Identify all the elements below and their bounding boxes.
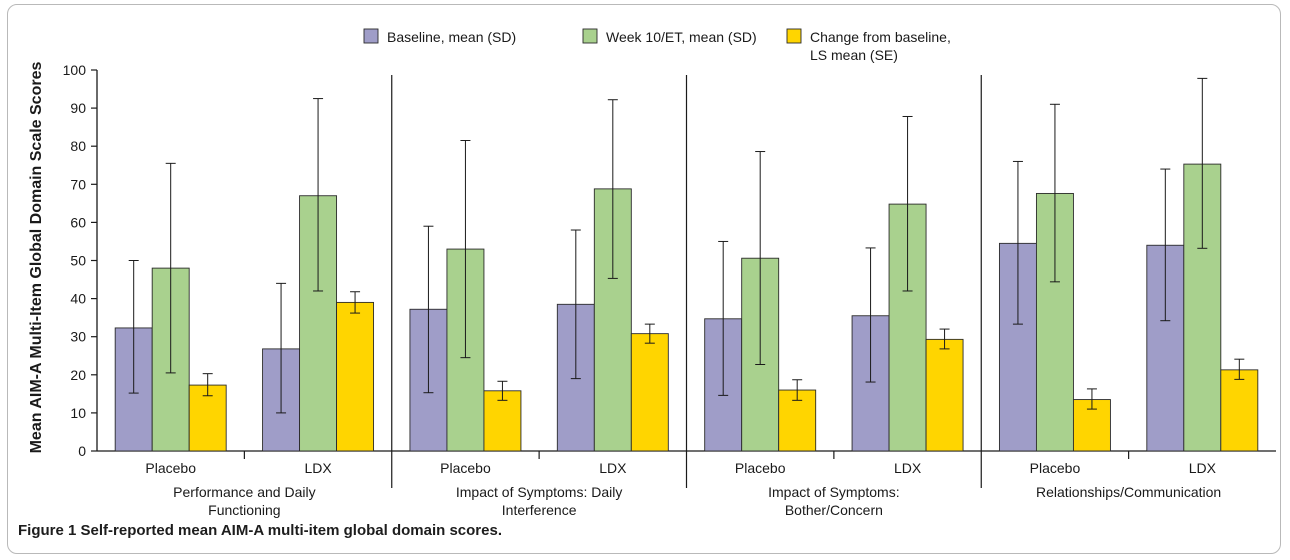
legend-swatch bbox=[363, 28, 379, 44]
domain-label: Performance and Daily bbox=[173, 484, 315, 500]
domain-label: Relationships/Communication bbox=[1036, 484, 1221, 500]
legend-label: Baseline, mean (SD) bbox=[387, 29, 516, 45]
legend-swatch bbox=[786, 28, 802, 44]
domain-label: Impact of Symptoms: Daily bbox=[456, 484, 623, 500]
labels-layer: 0 10 20 30 40 50 60 70 80 90 100 Mean AIM-A Multi-I… bbox=[28, 62, 1221, 518]
y-tick-label: 80 bbox=[70, 138, 86, 154]
bar bbox=[336, 301, 375, 452]
category-label: LDX bbox=[894, 460, 922, 476]
y-tick-label: 100 bbox=[63, 62, 87, 78]
legend: Baseline, mean (SD) Week 10/ET, mean (SD)… bbox=[363, 28, 951, 63]
domain-label: Interference bbox=[502, 502, 577, 518]
category-label: LDX bbox=[599, 460, 627, 476]
category-label: Placebo bbox=[735, 460, 786, 476]
domain-label: Bother/Concern bbox=[785, 502, 883, 518]
domain-label: Functioning bbox=[208, 502, 280, 518]
y-tick-label: 90 bbox=[70, 100, 86, 116]
legend-label: LS mean (SE) bbox=[810, 47, 898, 63]
category-label: Placebo bbox=[145, 460, 196, 476]
y-tick-label: 0 bbox=[78, 443, 86, 459]
legend-label: Week 10/ET, mean (SD) bbox=[606, 29, 757, 45]
error-bars-layer bbox=[128, 77, 1245, 414]
y-tick-label: 40 bbox=[70, 291, 86, 307]
caption-text: Self-reported mean AIM-A multi-item glob… bbox=[80, 522, 502, 539]
category-label: Placebo bbox=[440, 460, 491, 476]
y-tick-label: 50 bbox=[70, 253, 86, 269]
bar bbox=[1220, 369, 1259, 452]
category-label: Placebo bbox=[1030, 460, 1081, 476]
category-label: LDX bbox=[304, 460, 332, 476]
y-axis-title: Mean AIM-A Multi-Item Global Domain Scal… bbox=[28, 62, 45, 454]
y-tick-label: 20 bbox=[70, 367, 86, 383]
legend-swatch bbox=[582, 28, 598, 44]
y-tick-label: 10 bbox=[70, 405, 86, 421]
domain-label: Impact of Symptoms: bbox=[768, 484, 899, 500]
y-tick-label: 60 bbox=[70, 214, 86, 230]
y-tick-label: 30 bbox=[70, 329, 86, 345]
bar bbox=[925, 338, 964, 452]
caption-label: Figure 1 bbox=[18, 522, 77, 539]
category-label: LDX bbox=[1189, 460, 1217, 476]
figure-frame bbox=[7, 4, 1281, 554]
y-tick-label: 70 bbox=[70, 176, 86, 192]
legend-label: Change from baseline, bbox=[810, 29, 951, 45]
bar bbox=[630, 333, 669, 452]
figure-caption: Figure 1 Self-reported mean AIM-A multi-… bbox=[18, 522, 502, 539]
